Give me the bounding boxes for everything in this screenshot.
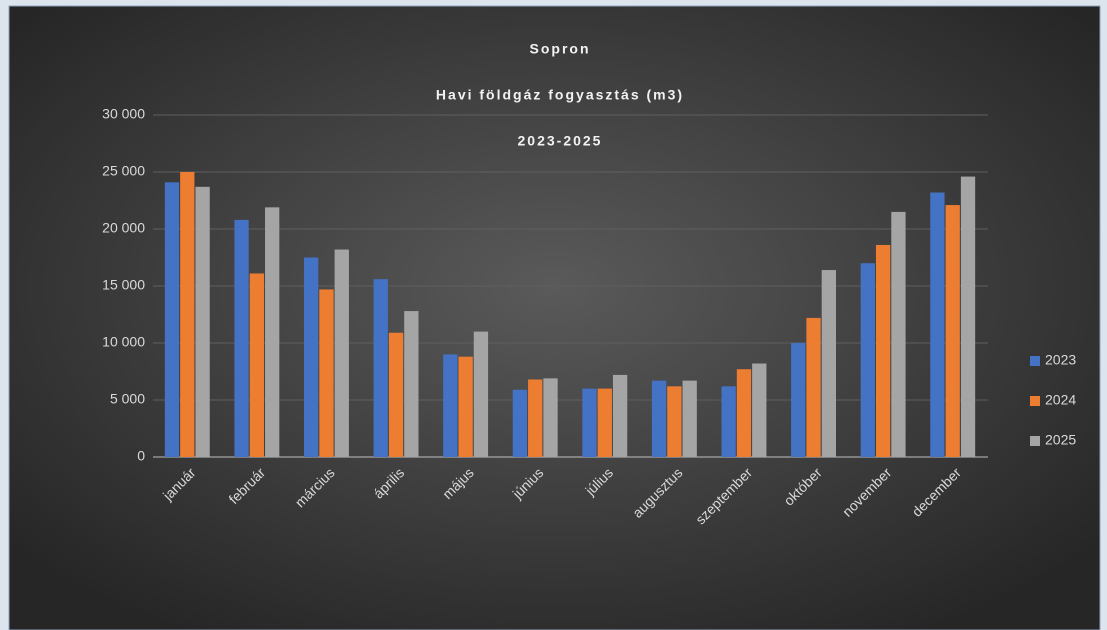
y-tick-label: 25 000 bbox=[102, 163, 145, 179]
bar bbox=[651, 380, 667, 457]
bar bbox=[875, 244, 891, 457]
bar bbox=[682, 380, 697, 457]
bar bbox=[512, 389, 528, 457]
legend-swatch bbox=[1030, 436, 1040, 446]
bar bbox=[791, 343, 806, 457]
bar bbox=[860, 263, 875, 457]
bar bbox=[752, 363, 767, 457]
legend-swatch bbox=[1030, 356, 1040, 366]
legend-label: 2023 bbox=[1045, 352, 1076, 368]
bar bbox=[543, 378, 558, 457]
legend-label: 2024 bbox=[1045, 392, 1076, 408]
bar bbox=[180, 172, 195, 457]
bar bbox=[582, 388, 597, 457]
bar bbox=[319, 289, 334, 457]
chart-title: Sopron bbox=[530, 41, 591, 57]
bar bbox=[612, 374, 628, 457]
legend-swatch bbox=[1030, 396, 1040, 406]
bar bbox=[597, 388, 612, 457]
bar bbox=[736, 369, 752, 457]
bar bbox=[443, 354, 458, 457]
bar bbox=[334, 249, 349, 457]
chart-title: Havi földgáz fogyasztás (m3) bbox=[436, 87, 684, 103]
bar bbox=[404, 311, 419, 457]
bar bbox=[945, 205, 960, 457]
bar bbox=[388, 332, 404, 457]
legend-label: 2025 bbox=[1045, 432, 1076, 448]
bar bbox=[721, 386, 736, 457]
bar bbox=[930, 192, 945, 457]
y-tick-label: 15 000 bbox=[102, 277, 145, 293]
bar bbox=[249, 273, 265, 457]
bar bbox=[528, 379, 543, 457]
bar bbox=[806, 317, 821, 457]
bar bbox=[234, 219, 249, 457]
bar bbox=[195, 186, 210, 457]
bar bbox=[473, 331, 489, 457]
bar bbox=[821, 270, 837, 457]
bar bbox=[960, 176, 976, 457]
chart-title: 2023-2025 bbox=[518, 133, 603, 149]
y-tick-label: 10 000 bbox=[102, 334, 145, 350]
bar bbox=[891, 211, 906, 457]
y-tick-label: 5 000 bbox=[110, 391, 145, 407]
bar bbox=[164, 182, 180, 457]
y-tick-label: 20 000 bbox=[102, 220, 145, 236]
bar bbox=[667, 386, 682, 457]
bar bbox=[265, 207, 280, 457]
bar bbox=[303, 257, 319, 457]
bar bbox=[458, 356, 473, 457]
bar bbox=[373, 279, 388, 457]
y-tick-label: 0 bbox=[137, 448, 145, 464]
y-tick-label: 30 000 bbox=[102, 106, 145, 122]
